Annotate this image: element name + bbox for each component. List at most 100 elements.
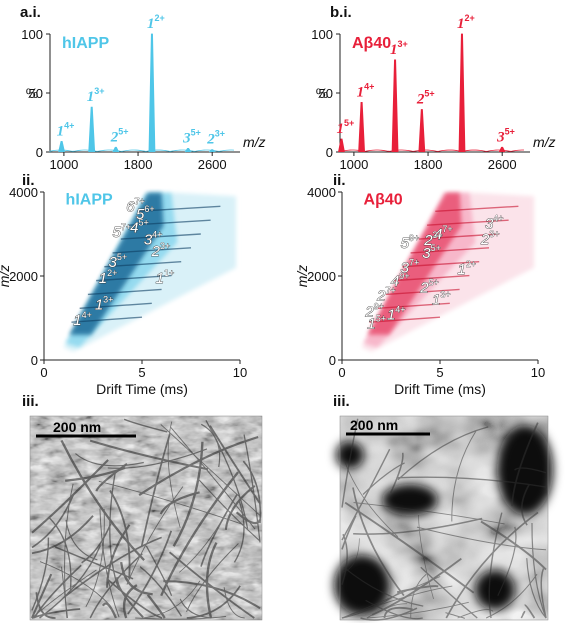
fibril xyxy=(341,418,359,508)
charge-state-label-11: 47+ xyxy=(434,224,453,243)
peak-0 xyxy=(58,140,65,153)
fibril xyxy=(109,470,120,590)
charge-state-label-12: 12+ xyxy=(458,259,477,278)
peak-2 xyxy=(391,59,399,153)
peak-label-2: 13+ xyxy=(390,39,408,58)
fibril xyxy=(89,439,209,471)
fibril xyxy=(89,553,143,619)
charge-state-label-5: 37+ xyxy=(401,258,420,277)
charge-state-label-14: 23+ xyxy=(480,229,500,248)
panel-label-a-i: a.i. xyxy=(20,4,41,21)
peak-label-1: 13+ xyxy=(87,86,105,105)
fibril xyxy=(366,601,469,619)
peak-label-1: 14+ xyxy=(357,81,375,100)
peak-label-0: 15+ xyxy=(336,118,354,137)
fibril xyxy=(418,514,434,600)
charge-state-label-3: 35+ xyxy=(109,252,128,271)
y-tick-label: 4000 xyxy=(307,185,336,200)
fibril xyxy=(205,542,218,619)
fibril xyxy=(233,499,245,563)
x-tick-label: 2600 xyxy=(198,157,227,172)
protein-name: hIAPP xyxy=(62,35,109,52)
fibril xyxy=(341,538,360,573)
fibril xyxy=(497,526,517,596)
fibril xyxy=(140,433,171,547)
charge-state-label-0: 14+ xyxy=(73,310,92,329)
peak-label-4: 12+ xyxy=(457,13,475,32)
fibril xyxy=(198,479,261,542)
fibril xyxy=(242,460,262,524)
baseline-trace xyxy=(339,149,525,152)
fibril xyxy=(540,568,547,619)
fibril xyxy=(485,573,538,619)
panel-label-b-ii: ii. xyxy=(333,172,346,189)
panel-label-a-iii: iii. xyxy=(22,393,39,410)
charge-state-label-13: 34+ xyxy=(485,214,504,233)
fibril xyxy=(160,471,240,597)
y-tick-label: 100 xyxy=(311,27,333,42)
fibril xyxy=(383,606,413,619)
fibril xyxy=(343,566,424,607)
x-tick-label: 0 xyxy=(40,365,47,380)
protein-name: hIAPP xyxy=(66,192,113,209)
fibril xyxy=(488,512,503,619)
fibril xyxy=(172,441,204,547)
fibril xyxy=(396,476,547,488)
tem-micrograph-abeta40: 200 nm xyxy=(334,415,553,621)
fibril xyxy=(106,524,131,588)
y-tick-label: 4000 xyxy=(9,185,38,200)
x-tick-label: 2600 xyxy=(488,157,517,172)
charge-state-label-9: 23+ xyxy=(423,230,443,249)
y-tick-label: 50 xyxy=(319,86,333,101)
peak-label-0: 14+ xyxy=(57,120,75,139)
fibril xyxy=(224,485,256,530)
fibril xyxy=(445,511,539,619)
y-tick-label: 50 xyxy=(29,86,43,101)
y-axis-title: m/z xyxy=(294,265,310,288)
fibril xyxy=(135,615,227,620)
fibril xyxy=(341,448,391,541)
fibril xyxy=(139,566,183,617)
fibril xyxy=(179,523,221,573)
fibril xyxy=(107,448,208,469)
x-tick-label: 1000 xyxy=(49,157,78,172)
x-axis-title: m/z xyxy=(243,134,266,150)
y-axis-title: % xyxy=(26,85,38,101)
charge-state-label-10: 11+ xyxy=(156,268,175,287)
charge-state-label-5: 45+ xyxy=(130,218,149,237)
fibril xyxy=(416,526,547,551)
intensity-field xyxy=(361,192,535,352)
x-tick-label: 0 xyxy=(338,365,345,380)
fibril xyxy=(353,502,505,525)
charge-state-label-2: 14+ xyxy=(387,305,406,324)
fibril xyxy=(64,483,74,619)
charge-state-label-4: 49+ xyxy=(391,271,410,290)
drift-time-heatmap-abeta40: 0 2000 4000 0 5 10 Drift Time (ms) m/z Aβ40 15+29… xyxy=(294,185,545,397)
fibril xyxy=(35,592,56,619)
fibril xyxy=(55,546,134,580)
fibril xyxy=(344,501,475,594)
fibril xyxy=(531,523,547,619)
fibril xyxy=(81,523,112,564)
x-tick-label: 1800 xyxy=(124,157,153,172)
charge-state-label-10: 35+ xyxy=(422,243,441,262)
peak-1 xyxy=(88,106,96,153)
fibril xyxy=(60,439,145,561)
peak-2 xyxy=(112,146,120,153)
fibril xyxy=(65,519,98,561)
fibril xyxy=(520,610,526,619)
fibril xyxy=(146,593,166,619)
peak-label-5: 35+ xyxy=(496,126,515,145)
fibril xyxy=(31,569,97,619)
fibril xyxy=(397,426,489,481)
x-tick-label: 10 xyxy=(531,365,545,380)
peak-3 xyxy=(418,109,426,153)
y-tick-label: 0 xyxy=(31,353,38,368)
fibril xyxy=(126,486,184,585)
charge-state-label-6: 59+ xyxy=(401,233,420,252)
charge-state-label-4: 57+ xyxy=(112,222,131,241)
panel-label-b-i: b.i. xyxy=(330,4,352,21)
peak-4 xyxy=(458,33,466,153)
panel-label-b-iii: iii. xyxy=(333,393,350,410)
